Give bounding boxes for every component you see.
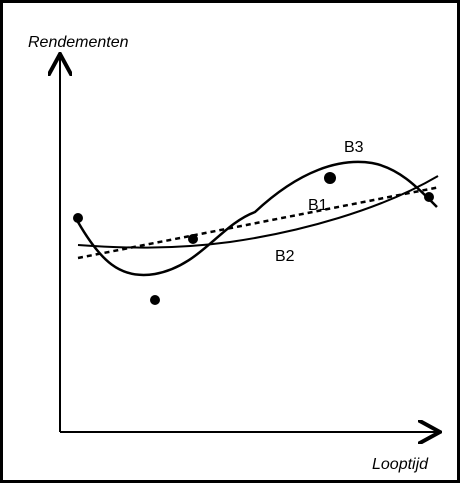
curve-b1 [77, 185, 441, 260]
point [324, 172, 336, 184]
curve-label: B2 [275, 248, 295, 265]
x-axis-label: Looptijd [372, 456, 429, 473]
curve-label: B1 [308, 197, 328, 214]
y-axis-label: Rendementen [28, 34, 129, 51]
curve-label: B3 [344, 139, 364, 156]
curve-b3 [76, 160, 438, 277]
point [424, 192, 434, 202]
point [73, 213, 83, 223]
curve-b2 [77, 175, 439, 249]
point [150, 295, 160, 305]
point [188, 234, 198, 244]
